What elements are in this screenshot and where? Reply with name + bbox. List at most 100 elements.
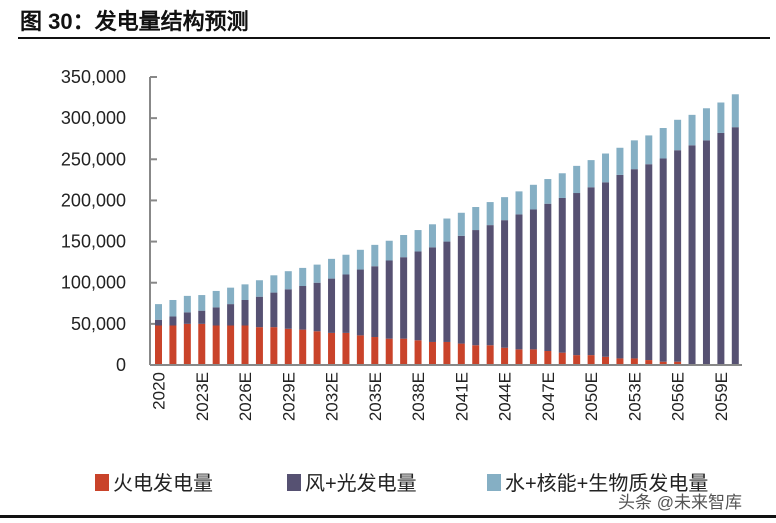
y-tick-label: 100,000 [61, 273, 126, 293]
x-tick-label: 2020 [150, 372, 169, 410]
bar-fire [270, 327, 278, 365]
bar-wind-solar [212, 307, 220, 326]
bar-wind-solar [630, 169, 638, 359]
title-divider [18, 37, 770, 39]
bar-fire [457, 343, 465, 365]
bar-fire [284, 328, 292, 365]
bar-hydro-nuclear-bio [674, 119, 682, 151]
bar-fire [486, 345, 494, 365]
bar-fire [183, 323, 191, 365]
bar-hydro-nuclear-bio [241, 284, 249, 300]
bar-wind-solar [645, 164, 653, 361]
bar-hydro-nuclear-bio [501, 197, 509, 221]
bar-fire [529, 349, 537, 365]
bar-wind-solar [573, 193, 581, 356]
x-tick-label: 2047E [539, 372, 558, 421]
bar-wind-solar [558, 197, 566, 353]
y-tick-label: 0 [116, 355, 126, 375]
bar-wind-solar [486, 225, 494, 346]
bar-fire [328, 332, 336, 365]
x-tick-label: 2050E [582, 372, 601, 421]
bar-wind-solar [169, 316, 177, 326]
bar-hydro-nuclear-bio [544, 179, 552, 204]
bar-wind-solar [313, 282, 321, 332]
legend-label: 火电发电量 [113, 472, 213, 495]
bar-hydro-nuclear-bio [371, 244, 379, 267]
legend-swatch [287, 474, 301, 491]
y-tick-label: 200,000 [61, 190, 126, 210]
bar-hydro-nuclear-bio [731, 94, 739, 128]
x-tick-label: 2053E [625, 372, 644, 421]
bar-fire [645, 360, 653, 365]
bar-fire [155, 325, 162, 365]
bar-wind-solar [544, 203, 552, 352]
bar-wind-solar [602, 182, 610, 357]
bar-hydro-nuclear-bio [155, 304, 162, 320]
bar-wind-solar [688, 145, 696, 365]
bar-fire [371, 337, 379, 365]
y-tick-label: 250,000 [61, 149, 126, 169]
bar-hydro-nuclear-bio [529, 184, 537, 210]
bar-hydro-nuclear-bio [472, 207, 480, 231]
bar-hydro-nuclear-bio [573, 165, 581, 194]
bar-fire [385, 338, 393, 365]
bar-hydro-nuclear-bio [515, 191, 523, 215]
bar-hydro-nuclear-bio [659, 128, 667, 159]
bar-hydro-nuclear-bio [299, 267, 307, 287]
bar-fire [573, 355, 581, 365]
legend-swatch [95, 474, 109, 491]
bar-wind-solar [717, 132, 725, 365]
x-tick-label: 2035E [366, 372, 385, 421]
bar-hydro-nuclear-bio [428, 224, 436, 248]
bar-hydro-nuclear-bio [443, 218, 451, 242]
bar-fire [299, 329, 307, 365]
bar-fire [515, 349, 523, 365]
bar-wind-solar [255, 296, 263, 328]
bar-wind-solar [616, 174, 624, 359]
bar-hydro-nuclear-bio [227, 287, 235, 305]
bar-fire [227, 325, 235, 365]
bar-fire [616, 358, 624, 365]
bar-fire [414, 340, 422, 365]
bar-hydro-nuclear-bio [169, 299, 177, 317]
bar-wind-solar [414, 251, 422, 341]
bar-wind-solar [674, 150, 682, 362]
bar-hydro-nuclear-bio [688, 114, 696, 146]
bar-hydro-nuclear-bio [717, 102, 725, 133]
bar-hydro-nuclear-bio [385, 240, 393, 261]
bar-wind-solar [342, 274, 350, 333]
bar-wind-solar [659, 158, 667, 362]
bar-hydro-nuclear-bio [602, 153, 610, 183]
bar-wind-solar [457, 235, 465, 344]
bar-fire [501, 347, 509, 365]
x-tick-label: 2038E [409, 372, 428, 421]
bar-fire [587, 355, 595, 365]
bar-fire [472, 345, 480, 365]
bar-fire [212, 325, 220, 365]
x-tick-label: 2059E [712, 372, 731, 421]
bar-hydro-nuclear-bio [486, 202, 494, 226]
bar-hydro-nuclear-bio [198, 295, 206, 311]
y-tick-label: 50,000 [71, 314, 126, 334]
bar-hydro-nuclear-bio [270, 275, 278, 293]
bar-hydro-nuclear-bio [587, 160, 595, 188]
bar-hydro-nuclear-bio [702, 108, 710, 141]
bar-wind-solar [400, 257, 408, 339]
bar-wind-solar [371, 266, 379, 338]
bar-fire [241, 325, 249, 365]
bar-hydro-nuclear-bio [616, 147, 624, 175]
x-tick-label: 2044E [496, 372, 515, 421]
bar-wind-solar [443, 241, 451, 342]
legend-label: 水+核能+生物质发电量 [505, 472, 708, 495]
bar-fire [659, 361, 667, 365]
bar-fire [400, 338, 408, 365]
bar-hydro-nuclear-bio [400, 234, 408, 258]
bar-wind-solar [227, 304, 235, 326]
legend-label: 风+光发电量 [305, 472, 417, 495]
bar-wind-solar [702, 140, 710, 365]
bar-fire [443, 341, 451, 365]
legend-swatch [487, 474, 501, 491]
bar-wind-solar [198, 310, 206, 324]
bar-hydro-nuclear-bio [284, 271, 292, 290]
